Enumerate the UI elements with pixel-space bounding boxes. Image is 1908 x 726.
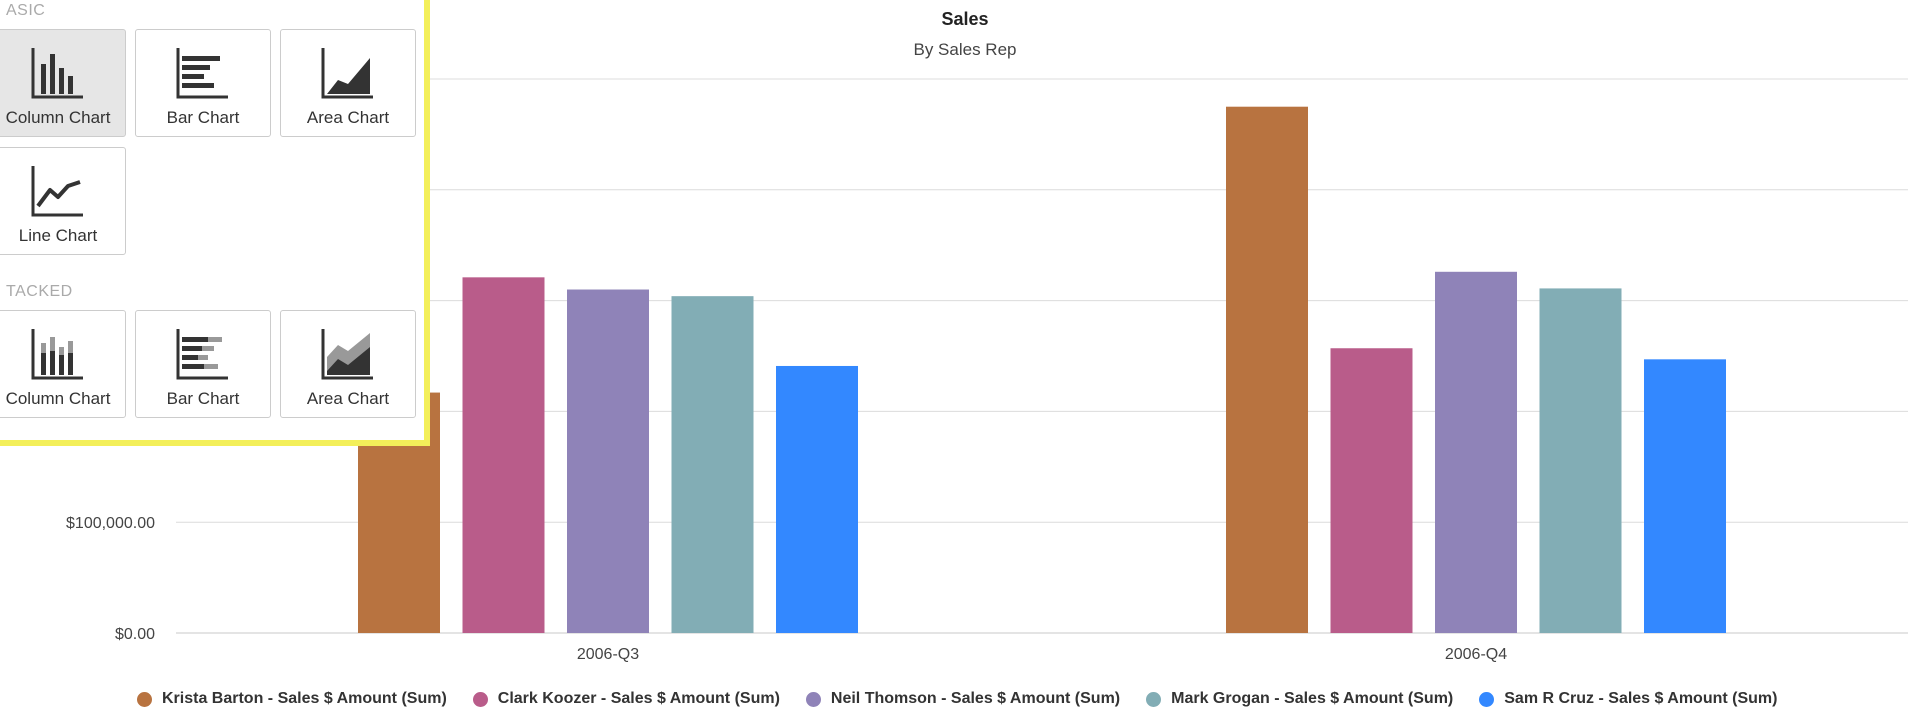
bar[interactable] — [462, 277, 545, 633]
legend-marker — [805, 691, 821, 707]
tile-label: Bar Chart — [166, 108, 240, 127]
bar-chart-icon — [176, 48, 228, 99]
legend-item[interactable]: Mark Grogan - Sales $ Amount (Sum) — [1146, 690, 1453, 708]
legend-label: Neil Thomson - Sales $ Amount (Sum) — [830, 690, 1121, 707]
tile-label: Line Chart — [18, 226, 98, 245]
tile-column-chart[interactable]: Column Chart — [0, 29, 126, 137]
legend-item[interactable]: Krista Barton - Sales $ Amount (Sum) — [137, 690, 447, 708]
tile-stacked-column-chart[interactable]: Column Chart — [0, 310, 126, 418]
tile-label: Column Chart — [5, 108, 111, 127]
legend-label: Clark Koozer - Sales $ Amount (Sum) — [497, 690, 780, 707]
line-chart-icon — [31, 166, 83, 217]
legend-label: Mark Grogan - Sales $ Amount (Sum) — [1171, 690, 1454, 707]
bar[interactable] — [671, 296, 754, 633]
y-tick-label: $0.00 — [115, 626, 155, 643]
y-tick-label: $100,000.00 — [66, 515, 155, 532]
bar[interactable] — [1330, 348, 1413, 633]
legend-marker — [1479, 691, 1495, 707]
legend-marker — [472, 691, 488, 707]
tile-bar-chart[interactable]: Bar Chart — [135, 29, 271, 137]
legend-item[interactable]: Neil Thomson - Sales $ Amount (Sum) — [805, 690, 1121, 708]
chart-type-picker: ASIC Column Chart Bar Chart Area Chart — [0, 0, 430, 446]
section-label-basic: ASIC — [6, 2, 46, 19]
bar[interactable] — [1644, 359, 1726, 633]
bar[interactable] — [1226, 106, 1308, 633]
legend-marker — [137, 691, 152, 707]
bar[interactable] — [776, 365, 858, 633]
legend-marker — [1146, 691, 1162, 707]
tile-stacked-area-chart[interactable]: Area Chart — [280, 310, 416, 418]
stacked-bar-chart-icon — [176, 329, 228, 380]
column-chart-icon — [31, 48, 83, 99]
chart-subtitle: By Sales Rep — [913, 40, 1017, 59]
section-label-stacked: TACKED — [6, 283, 73, 300]
bar[interactable] — [567, 289, 649, 633]
x-tick-label: 2006-Q3 — [577, 646, 639, 663]
legend-item[interactable]: Sam R Cruz - Sales $ Amount (Sum) — [1479, 690, 1777, 708]
tile-label: Area Chart — [306, 389, 390, 408]
legend-item[interactable]: Clark Koozer - Sales $ Amount (Sum) — [472, 690, 780, 708]
tile-label: Bar Chart — [166, 389, 240, 408]
tile-stacked-bar-chart[interactable]: Bar Chart — [135, 310, 271, 418]
chart-legend: Krista Barton - Sales $ Amount (Sum) Clar… — [137, 690, 1803, 708]
tile-area-chart[interactable]: Area Chart — [280, 29, 416, 137]
bar[interactable] — [1539, 288, 1622, 633]
legend-label: Sam R Cruz - Sales $ Amount (Sum) — [1504, 690, 1778, 707]
bar[interactable] — [1435, 271, 1517, 633]
stacked-column-chart-icon — [31, 329, 83, 380]
tile-label: Area Chart — [306, 108, 390, 127]
legend-label: Krista Barton - Sales $ Amount (Sum) — [162, 690, 447, 707]
tile-label: Column Chart — [5, 389, 111, 408]
area-chart-icon — [321, 48, 373, 99]
tile-line-chart[interactable]: Line Chart — [0, 147, 126, 255]
x-tick-label: 2006-Q4 — [1445, 646, 1507, 663]
chart-title: Sales — [941, 9, 989, 29]
stacked-area-chart-icon — [321, 329, 373, 380]
